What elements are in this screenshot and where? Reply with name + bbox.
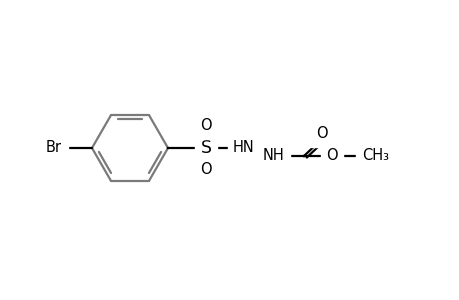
Text: O: O (200, 118, 211, 134)
Text: S: S (200, 139, 211, 157)
Text: O: O (315, 127, 327, 142)
Text: O: O (325, 148, 337, 164)
Text: NH: NH (263, 148, 284, 164)
Text: HN: HN (233, 140, 254, 155)
Text: O: O (200, 163, 211, 178)
Text: CH₃: CH₃ (361, 148, 388, 164)
Text: Br: Br (46, 140, 62, 155)
